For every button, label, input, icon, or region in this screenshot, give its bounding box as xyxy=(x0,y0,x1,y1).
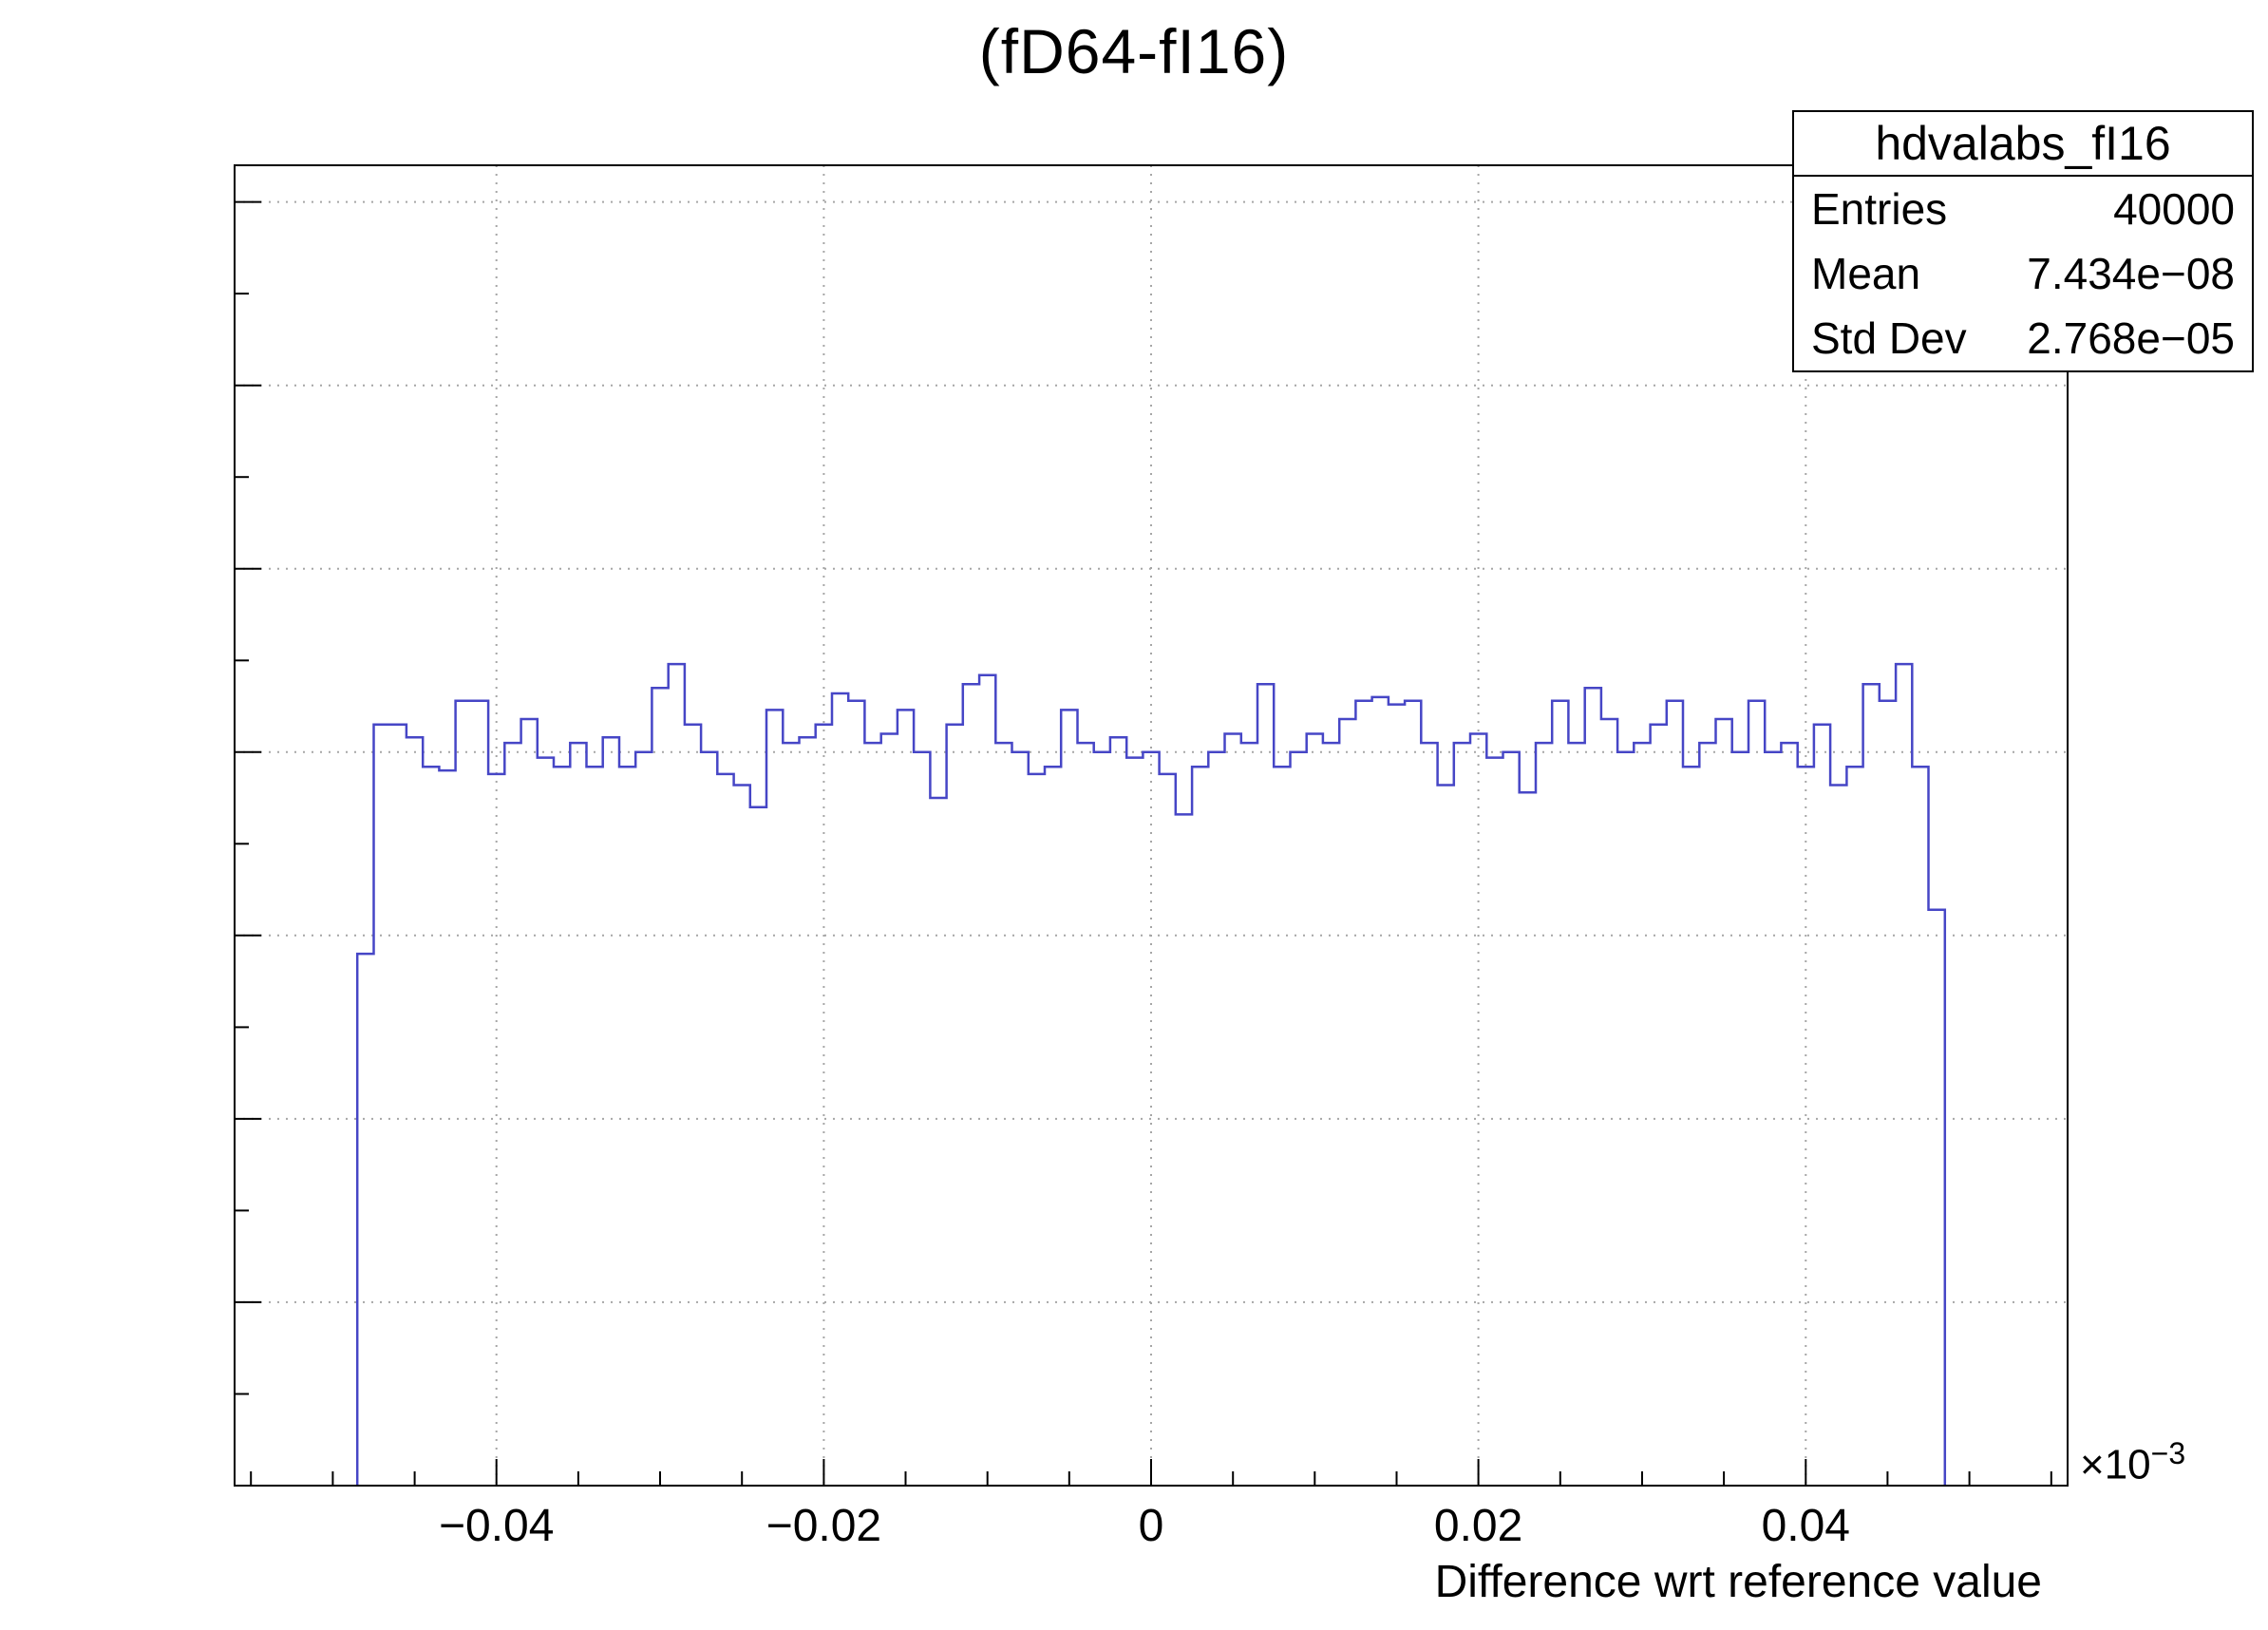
x-tick-label: 0 xyxy=(1139,1501,1164,1551)
stats-label-mean: Mean xyxy=(1811,249,1921,298)
stats-label-entries: Entries xyxy=(1811,184,1948,234)
histogram-line xyxy=(355,662,1947,1486)
stats-box-title: hdvalabs_fI16 xyxy=(1794,112,2252,177)
stats-row-stddev: Std Dev 2.768e−05 xyxy=(1794,306,2252,370)
x-tick-label: −0.02 xyxy=(766,1501,881,1551)
stats-row-entries: Entries 40000 xyxy=(1794,177,2252,241)
stats-value-entries: 40000 xyxy=(2113,184,2235,234)
x-tick-label: −0.04 xyxy=(439,1501,554,1551)
x-tick-label: 0.02 xyxy=(1434,1501,1522,1551)
stats-box: hdvalabs_fI16 Entries 40000 Mean 7.434e−… xyxy=(1792,110,2254,372)
stats-label-stddev: Std Dev xyxy=(1811,313,1967,363)
stats-value-mean: 7.434e−08 xyxy=(2027,249,2235,298)
x-axis-label: Difference wrt reference value xyxy=(1434,1557,2042,1607)
x-axis-multiplier-base: ×10 xyxy=(2080,1441,2151,1488)
x-axis-multiplier: ×10−3 xyxy=(2080,1436,2185,1489)
x-tick-label: 0.04 xyxy=(1762,1501,1850,1551)
plot-title: (fD64-fI16) xyxy=(978,16,1290,86)
x-axis-multiplier-exponent: −3 xyxy=(2150,1436,2186,1470)
stats-row-mean: Mean 7.434e−08 xyxy=(1794,241,2252,306)
stats-value-stddev: 2.768e−05 xyxy=(2027,313,2235,363)
